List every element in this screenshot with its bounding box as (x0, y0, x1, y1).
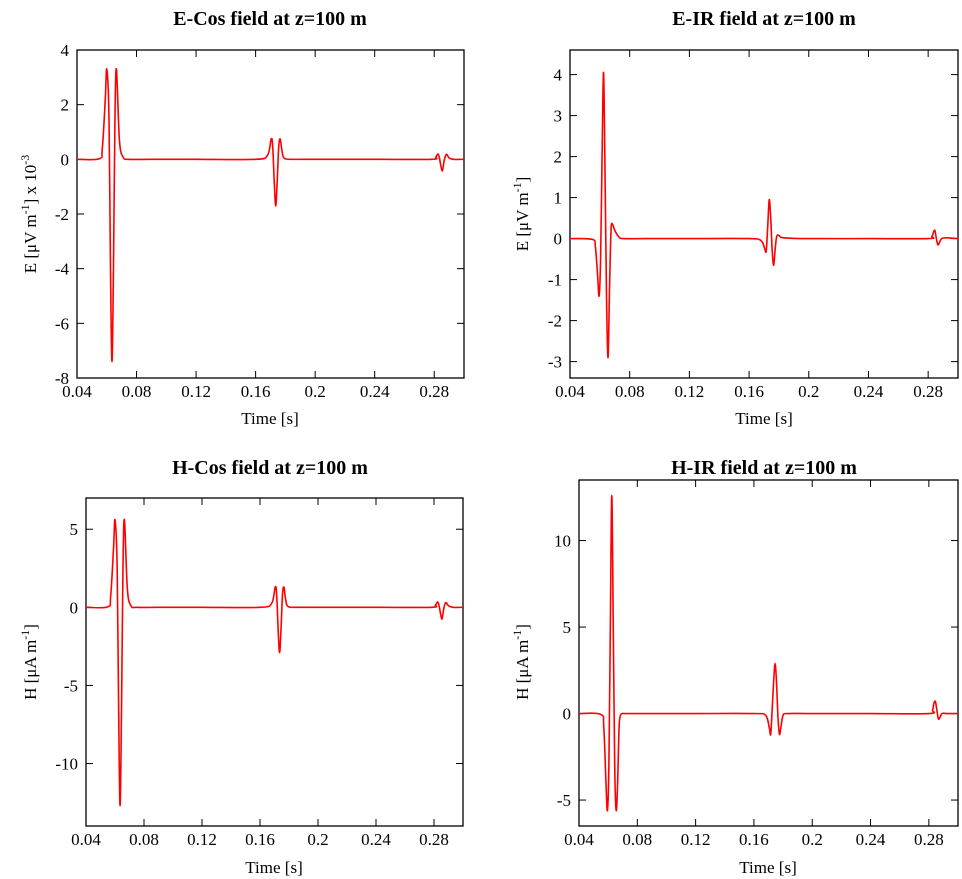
data-line-series (578, 494, 958, 812)
x-tick-label: 0.04 (555, 382, 585, 401)
y-tick-label: 0 (61, 150, 70, 169)
data-line-series (569, 71, 959, 359)
x-tick-label: 0.08 (129, 830, 159, 849)
x-tick-label: 0.2 (305, 382, 326, 401)
y-tick-label: 4 (61, 41, 70, 60)
data-line-series (76, 68, 465, 363)
x-tick-label: 0.12 (675, 382, 705, 401)
x-tick-label: 0.28 (913, 382, 943, 401)
x-tick-label: 0.12 (681, 830, 711, 849)
y-axis-label: E [μV m-1] x 10-3 (18, 155, 40, 274)
y-tick-label: -2 (548, 312, 562, 331)
chart-title: H-IR field at z=100 m (671, 457, 857, 479)
x-tick-label: 0.28 (914, 830, 944, 849)
panel-h-cos: H-Cos field at z=100 m 0.04 0.08 0.12 0.16 0… (18, 457, 464, 877)
x-tick-label: 0.24 (856, 830, 886, 849)
chart-title: E-IR field at z=100 m (672, 8, 856, 30)
y-tick-label: 0 (563, 705, 572, 724)
x-tick-label: 0.24 (854, 382, 884, 401)
y-tick-label: 5 (70, 520, 79, 539)
panel-e-cos: E-Cos field at z=100 m 0.04 0.08 0.12 0.16 0… (18, 8, 465, 428)
x-axis-label: Time [s] (739, 858, 796, 877)
y-tick-label: 2 (554, 148, 563, 167)
x-tick-label: 0.16 (739, 830, 769, 849)
x-tick-label: 0.08 (615, 382, 645, 401)
plot-frame (578, 479, 959, 827)
data-line-series (85, 518, 464, 807)
panel-h-ir: H-IR field at z=100 m 0.04 0.08 0.12 0.16 0.… (510, 457, 959, 877)
x-tick-label: 0.08 (122, 382, 152, 401)
y-tick-label: 10 (554, 532, 571, 551)
y-tick-label: -4 (55, 260, 70, 279)
y-tick-label: -10 (55, 755, 78, 774)
y-tick-label: 1 (554, 189, 563, 208)
x-tick-label: 0.2 (798, 382, 819, 401)
y-tick-label: 4 (554, 66, 563, 85)
x-tick-label: 0.16 (734, 382, 764, 401)
x-tick-label: 0.2 (307, 830, 328, 849)
y-tick-label: 5 (563, 618, 572, 637)
y-tick-label: -3 (548, 353, 562, 372)
x-tick-label: 0.04 (62, 382, 92, 401)
plot-frame (76, 49, 465, 379)
x-tick-label: 0.24 (361, 830, 391, 849)
x-tick-label: 0.28 (419, 382, 449, 401)
x-axis-label: Time [s] (735, 409, 792, 428)
panel-e-ir: E-IR field at z=100 m 0.04 0.08 0.12 0.16 0.… (510, 8, 959, 428)
x-tick-label: 0.12 (187, 830, 217, 849)
x-axis-label: Time [s] (241, 409, 298, 428)
y-tick-label: -5 (64, 676, 78, 695)
y-tick-label: 3 (554, 107, 563, 126)
x-tick-label: 0.16 (245, 830, 275, 849)
x-tick-label: 0.16 (241, 382, 271, 401)
y-tick-label: -5 (557, 791, 571, 810)
y-tick-label: 2 (61, 96, 70, 115)
x-tick-label: 0.24 (360, 382, 390, 401)
x-axis-label: Time [s] (245, 858, 302, 877)
y-tick-label: -1 (548, 271, 562, 290)
plot-frame (85, 497, 464, 827)
plot-frame (569, 49, 959, 379)
x-tick-label: 0.04 (71, 830, 101, 849)
tick-layer: 0.04 0.08 0.12 0.16 0.2 0.24 0.28 -10 -5 0 5 (55, 498, 463, 849)
y-axis-label: E [μV m-1] (510, 177, 532, 252)
y-tick-label: 0 (554, 230, 563, 249)
chart-title: H-Cos field at z=100 m (172, 457, 368, 479)
y-tick-label: -2 (55, 205, 69, 224)
x-tick-label: 0.08 (622, 830, 652, 849)
x-tick-label: 0.28 (419, 830, 449, 849)
tick-layer: 0.04 0.08 0.12 0.16 0.2 0.24 0.28 -8 -6 -4 -2 0 2 4 (55, 41, 464, 401)
x-tick-label: 0.12 (181, 382, 211, 401)
y-axis-label: H [μA m-1] (18, 624, 40, 700)
tick-layer: 0.04 0.08 0.12 0.16 0.2 0.24 0.28 -5 0 5 10 (554, 480, 958, 849)
tick-layer: 0.04 0.08 0.12 0.16 0.2 0.24 0.28 -3 -2 -1 0 1 2 3 4 (548, 50, 958, 401)
y-axis-label: H [μA m-1] (510, 624, 532, 700)
chart-title: E-Cos field at z=100 m (173, 8, 367, 30)
y-tick-label: -8 (55, 369, 69, 388)
y-tick-label: -6 (55, 314, 69, 333)
y-tick-label: 0 (70, 598, 79, 617)
x-tick-label: 0.2 (802, 830, 823, 849)
x-tick-label: 0.04 (564, 830, 594, 849)
